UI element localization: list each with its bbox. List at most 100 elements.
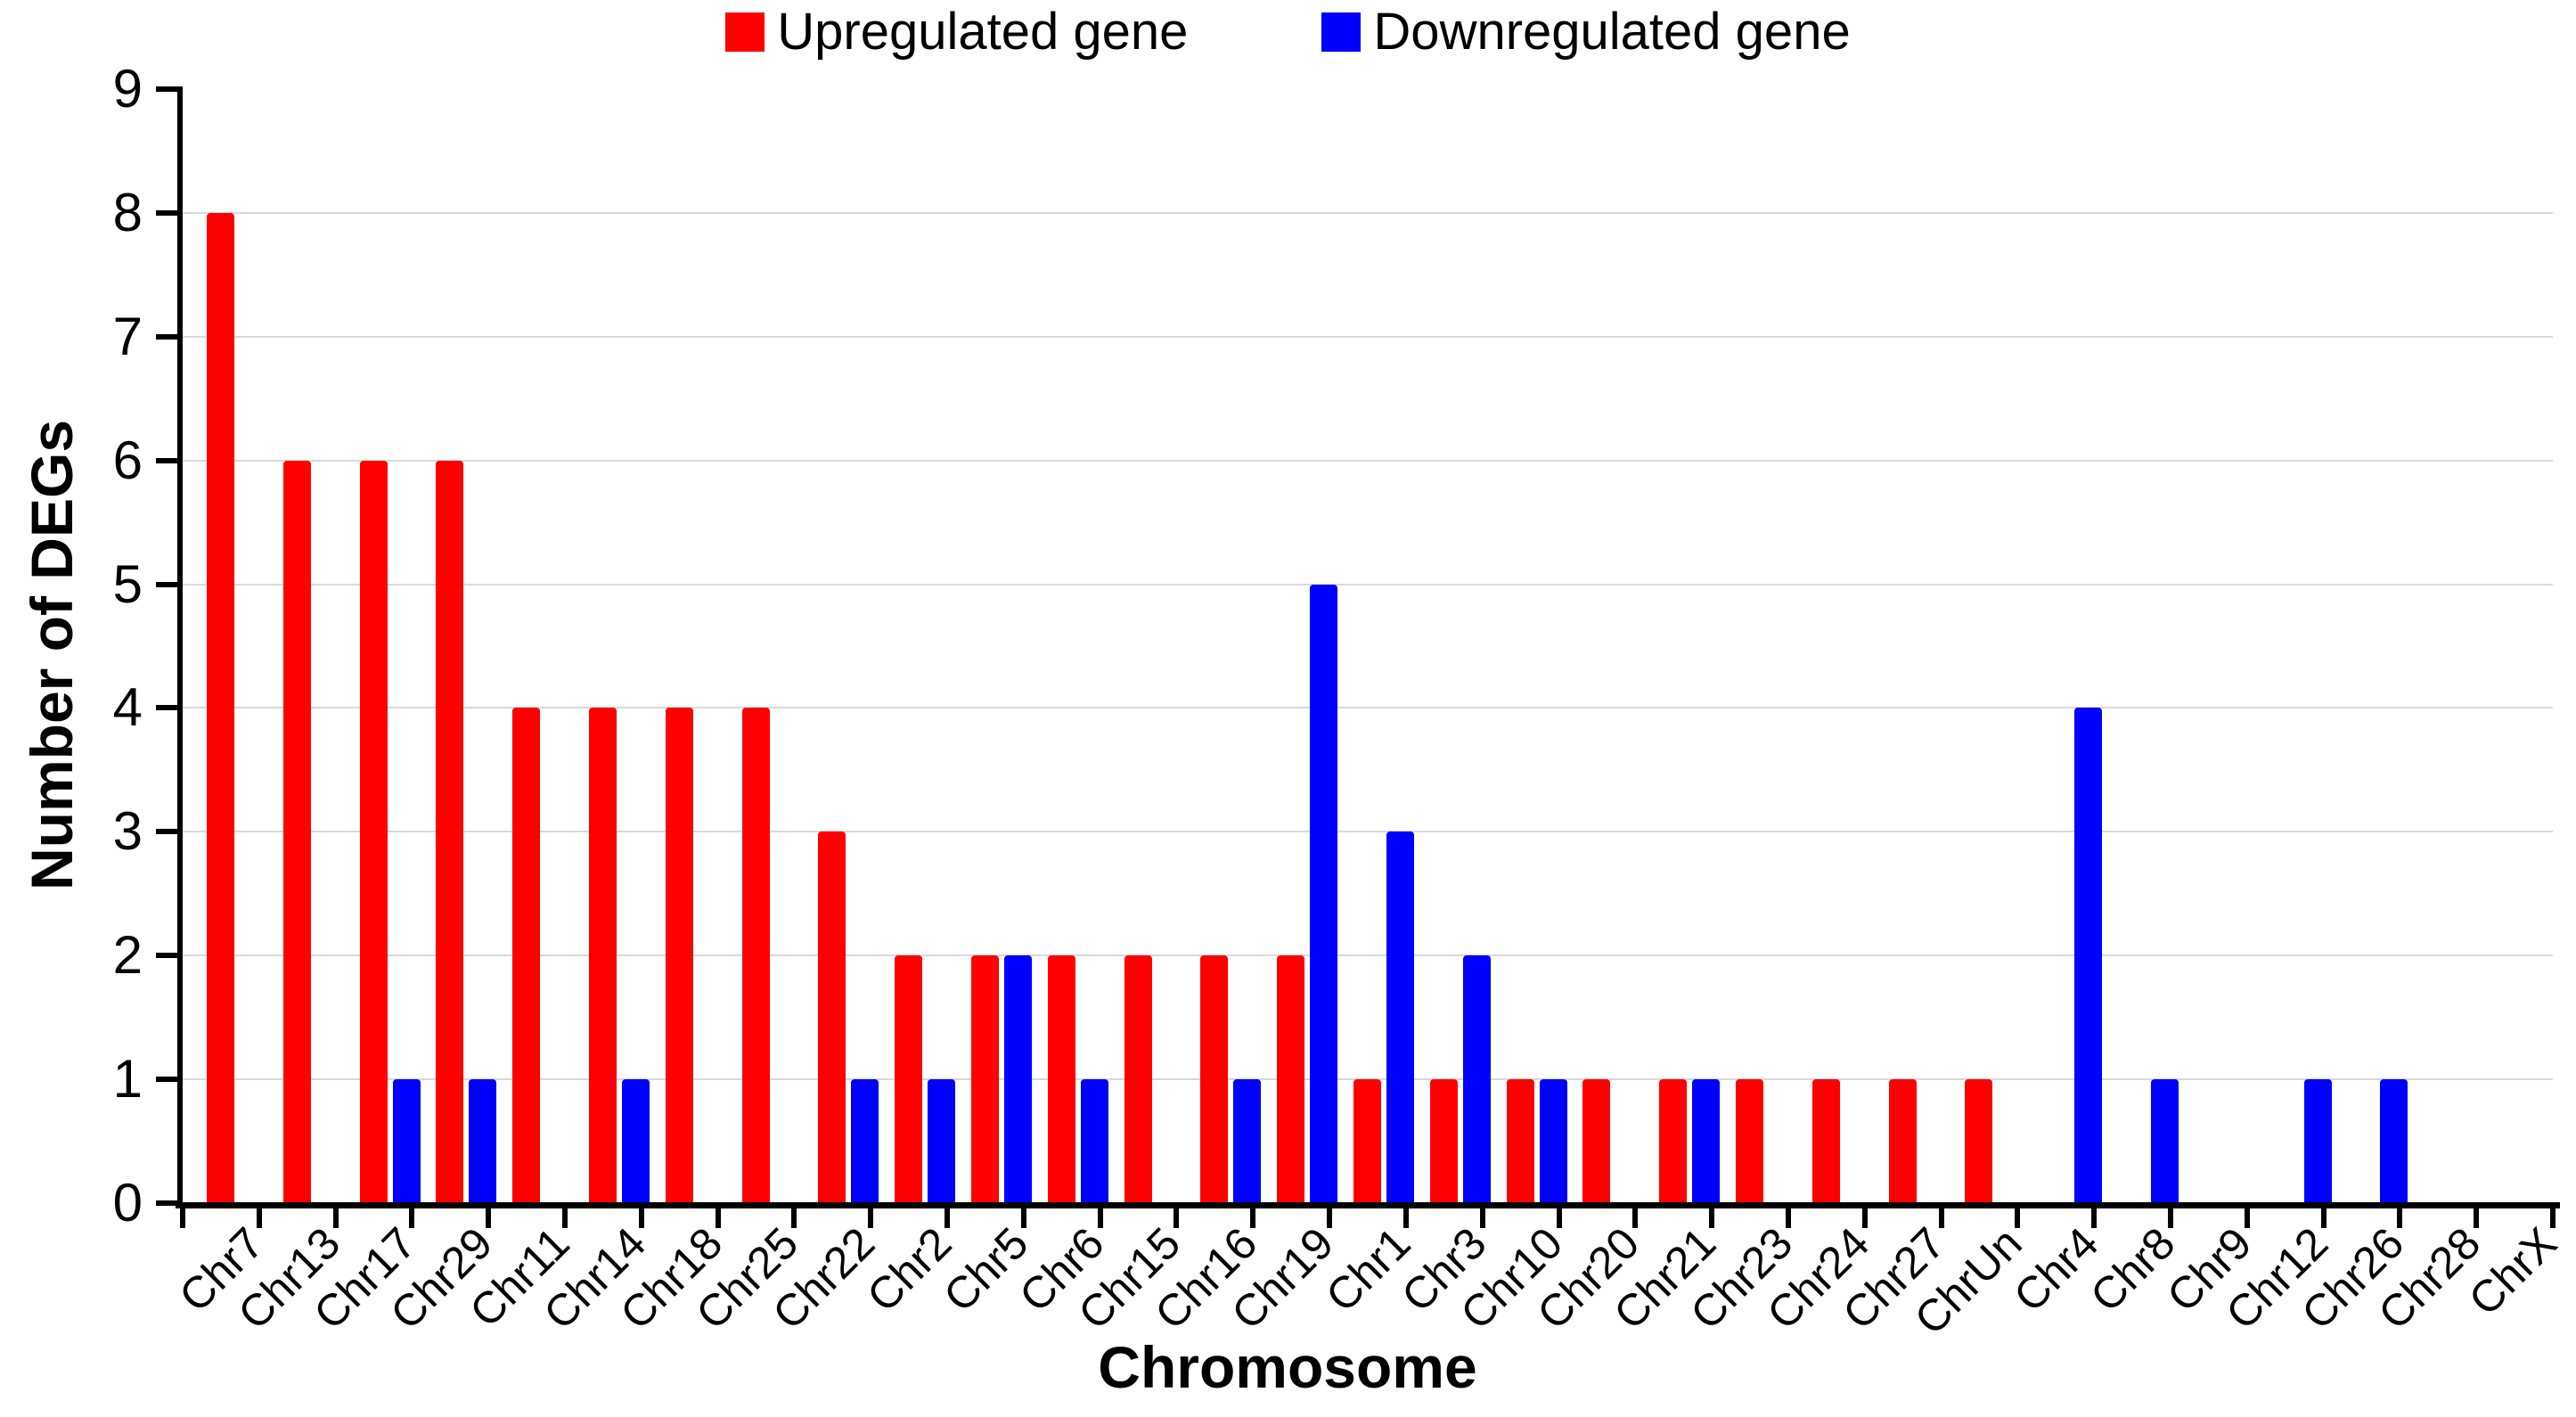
grid-line-6 [183,459,2553,462]
grid-line-8 [183,211,2553,214]
bar-upregulated-Chr5 [970,955,999,1203]
y-tick-7 [156,333,183,340]
bar-upregulated-Chr3 [1429,1079,1458,1203]
x-tick-31 [2550,1203,2556,1228]
x-tick-13 [1174,1203,1180,1228]
bar-downregulated-Chr29 [469,1079,497,1203]
bar-upregulated-Chr10 [1506,1079,1534,1203]
bar-downregulated-Chr3 [1462,955,1491,1203]
x-axis-line [176,1202,2560,1208]
x-tick-label-Chr1: Chr1 [1315,1217,1420,1322]
bar-downregulated-Chr17 [392,1079,421,1203]
bar-downregulated-Chr8 [2151,1079,2179,1203]
bar-upregulated-Chr21 [1659,1079,1688,1203]
y-tick-label-8: 8 [112,182,143,242]
x-tick-30 [2474,1203,2480,1228]
legend-label-upregulated: Upregulated gene [777,3,1189,61]
y-tick-8 [156,209,183,216]
legend: Upregulated gene Downregulated gene [0,5,2576,59]
y-tick-label-6: 6 [112,430,143,490]
x-tick-24 [2015,1203,2021,1228]
bar-upregulated-Chr2 [895,955,923,1203]
y-tick-label-1: 1 [112,1049,143,1110]
bar-upregulated-Chr27 [1888,1079,1917,1203]
x-tick-12 [1097,1203,1103,1228]
bar-downregulated-Chr2 [928,1079,956,1203]
x-tick-8 [791,1203,797,1228]
x-tick-3 [409,1203,415,1228]
x-tick-0 [180,1203,185,1228]
x-tick-6 [638,1203,644,1228]
bar-upregulated-Chr16 [1200,955,1229,1203]
y-tick-0 [156,1200,183,1206]
grid-line-4 [183,707,2553,709]
downregulated-swatch-icon [1321,12,1362,52]
bar-upregulated-Chr7 [206,212,234,1203]
x-tick-9 [868,1203,874,1228]
grid-line-2 [183,954,2553,957]
bar-upregulated-Chr17 [359,460,388,1203]
y-tick-label-3: 3 [112,801,143,862]
bar-upregulated-Chr6 [1047,955,1075,1203]
y-tick-label-5: 5 [112,553,143,614]
x-tick-label-Chr8: Chr8 [2081,1217,2185,1322]
x-tick-14 [1250,1203,1256,1228]
x-tick-11 [1020,1203,1026,1228]
bar-upregulated-Chr14 [588,708,617,1203]
x-tick-28 [2320,1203,2327,1228]
bar-upregulated-Chr25 [741,708,770,1203]
grid-line-7 [183,335,2553,338]
x-tick-29 [2397,1203,2403,1228]
x-tick-27 [2244,1203,2250,1228]
x-tick-1 [256,1203,262,1228]
x-axis-title: Chromosome [1098,1334,1477,1400]
x-tick-17 [1479,1203,1485,1228]
x-tick-label-Chr4: Chr4 [2004,1217,2108,1322]
y-tick-5 [156,581,183,587]
bar-upregulated-Chr23 [1736,1079,1764,1203]
y-tick-label-0: 0 [112,1173,143,1233]
bar-downregulated-Chr4 [2074,708,2103,1203]
bar-downregulated-Chr1 [1386,831,1414,1203]
x-tick-4 [486,1203,492,1228]
y-tick-6 [156,457,183,463]
bar-downregulated-Chr19 [1310,584,1338,1203]
x-tick-label-Chr5: Chr5 [933,1217,1038,1322]
bar-downregulated-Chr10 [1539,1079,1567,1203]
y-tick-label-4: 4 [112,677,143,738]
y-tick-2 [156,953,183,959]
bar-downregulated-Chr5 [1003,955,1032,1203]
legend-entry-upregulated: Upregulated gene [725,5,1188,59]
x-tick-15 [1327,1203,1333,1228]
grid-line-5 [183,583,2553,586]
bar-upregulated-Chr20 [1582,1079,1611,1203]
x-tick-23 [1938,1203,1944,1228]
y-tick-1 [156,1077,183,1083]
x-tick-label-Chr2: Chr2 [857,1217,961,1322]
x-tick-16 [1402,1203,1409,1228]
bar-upregulated-Chr22 [818,831,846,1203]
y-tick-label-2: 2 [112,925,143,986]
x-tick-5 [562,1203,568,1228]
legend-label-downregulated: Downregulated gene [1373,3,1851,61]
x-tick-10 [945,1203,951,1228]
bar-upregulated-Chr29 [436,460,464,1203]
bar-downregulated-Chr16 [1233,1079,1262,1203]
bar-upregulated-Chr15 [1124,955,1152,1203]
x-tick-20 [1709,1203,1715,1228]
bar-upregulated-Chr11 [512,708,541,1203]
bar-upregulated-Chr19 [1277,955,1305,1203]
bar-downregulated-Chr21 [1692,1079,1721,1203]
x-tick-label-ChrX: ChrX [2459,1217,2567,1325]
bar-upregulated-ChrUn [1965,1079,1993,1203]
upregulated-swatch-icon [725,12,765,52]
bar-upregulated-Chr24 [1811,1079,1840,1203]
y-tick-3 [156,829,183,835]
bar-upregulated-Chr13 [282,460,311,1203]
x-tick-2 [332,1203,339,1228]
x-tick-25 [2091,1203,2098,1228]
bar-downregulated-Chr22 [851,1079,879,1203]
x-tick-18 [1556,1203,1562,1228]
bar-downregulated-Chr26 [2380,1079,2408,1203]
y-tick-label-7: 7 [112,306,143,366]
